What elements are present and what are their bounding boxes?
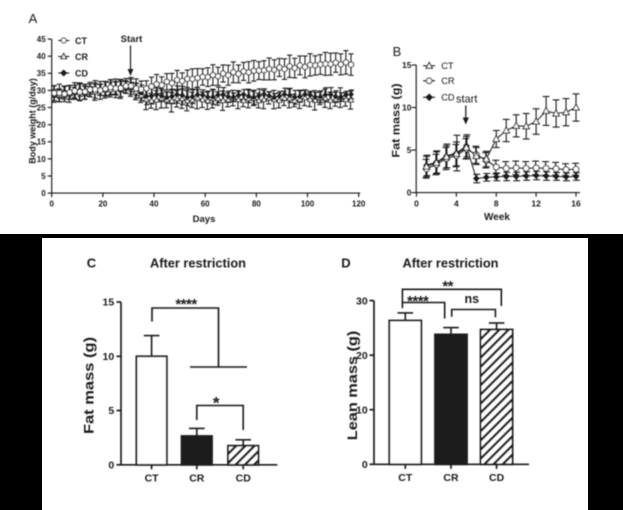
- svg-text:60: 60: [201, 200, 210, 209]
- svg-text:15: 15: [37, 138, 46, 147]
- svg-text:45: 45: [37, 35, 46, 44]
- svg-text:5: 5: [41, 172, 46, 181]
- svg-text:25: 25: [37, 103, 46, 112]
- svg-text:10: 10: [103, 351, 115, 363]
- svg-text:start: start: [456, 93, 477, 105]
- svg-text:100: 100: [301, 200, 315, 209]
- svg-text:Days: Days: [193, 214, 216, 225]
- svg-text:****: ****: [407, 293, 429, 310]
- svg-text:30: 30: [37, 86, 46, 95]
- svg-text:CT: CT: [145, 473, 160, 485]
- svg-text:0: 0: [41, 189, 46, 198]
- svg-text:35: 35: [37, 69, 46, 78]
- svg-text:20: 20: [98, 200, 107, 209]
- svg-text:30: 30: [356, 295, 368, 307]
- svg-text:5: 5: [108, 405, 114, 417]
- svg-text:4: 4: [454, 199, 459, 209]
- svg-text:40: 40: [37, 52, 46, 61]
- svg-text:0: 0: [362, 459, 368, 471]
- svg-text:Week: Week: [484, 212, 510, 223]
- svg-text:0: 0: [407, 188, 412, 198]
- svg-text:0: 0: [49, 200, 54, 209]
- svg-text:10: 10: [37, 155, 46, 164]
- svg-text:CT: CT: [75, 36, 87, 46]
- svg-text:B: B: [393, 44, 402, 59]
- svg-text:CR: CR: [441, 76, 455, 86]
- svg-text:Fat mass (g): Fat mass (g): [82, 337, 97, 434]
- svg-text:CD: CD: [441, 93, 455, 103]
- svg-text:80: 80: [252, 200, 261, 209]
- svg-text:CR: CR: [75, 52, 88, 62]
- svg-text:After restriction: After restriction: [403, 256, 499, 271]
- svg-text:A: A: [29, 11, 38, 26]
- svg-text:**: **: [442, 278, 453, 295]
- svg-text:5: 5: [407, 145, 412, 155]
- svg-text:CD: CD: [75, 68, 88, 78]
- svg-text:CD: CD: [236, 473, 252, 485]
- svg-text:ns: ns: [465, 292, 480, 306]
- svg-text:*: *: [213, 393, 220, 412]
- svg-text:C: C: [87, 256, 97, 271]
- svg-text:CR: CR: [443, 472, 459, 484]
- svg-text:Fat mass (g): Fat mass (g): [390, 83, 402, 157]
- svg-text:10: 10: [356, 404, 368, 416]
- svg-text:Lean mass (g): Lean mass (g): [345, 331, 361, 440]
- svg-text:After restriction: After restriction: [150, 256, 246, 271]
- svg-text:15: 15: [103, 297, 115, 309]
- svg-text:CT: CT: [398, 472, 413, 484]
- svg-text:20: 20: [356, 350, 368, 362]
- svg-text:20: 20: [37, 121, 46, 130]
- svg-text:12: 12: [531, 199, 541, 209]
- svg-text:120: 120: [352, 200, 366, 209]
- svg-text:Start: Start: [121, 34, 143, 45]
- svg-text:0: 0: [108, 460, 114, 472]
- svg-text:8: 8: [494, 199, 499, 209]
- svg-text:CT: CT: [441, 61, 454, 71]
- svg-text:Body weight (g/day): Body weight (g/day): [27, 78, 37, 164]
- svg-text:D: D: [341, 256, 350, 271]
- svg-text:CR: CR: [189, 473, 205, 485]
- svg-text:0: 0: [414, 199, 419, 209]
- svg-text:40: 40: [150, 200, 159, 209]
- svg-text:16: 16: [571, 199, 581, 209]
- svg-text:****: ****: [175, 296, 197, 313]
- svg-text:CD: CD: [489, 472, 505, 484]
- svg-text:15: 15: [402, 60, 412, 70]
- svg-text:10: 10: [402, 103, 412, 113]
